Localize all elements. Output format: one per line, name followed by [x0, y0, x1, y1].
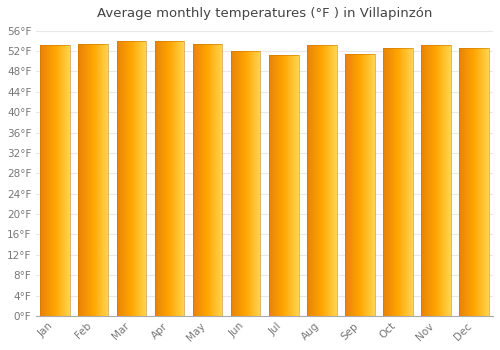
Bar	[307, 46, 336, 316]
Bar	[459, 48, 489, 316]
Title: Average monthly temperatures (°F ) in Villapinzón: Average monthly temperatures (°F ) in Vi…	[97, 7, 432, 20]
Bar	[345, 54, 374, 316]
Bar	[154, 41, 184, 316]
Bar	[116, 41, 146, 316]
Bar	[192, 44, 222, 316]
Bar	[421, 46, 451, 316]
Bar	[383, 48, 412, 316]
Bar	[40, 46, 70, 316]
Bar	[230, 51, 260, 316]
Bar	[269, 55, 298, 316]
Bar	[78, 44, 108, 316]
